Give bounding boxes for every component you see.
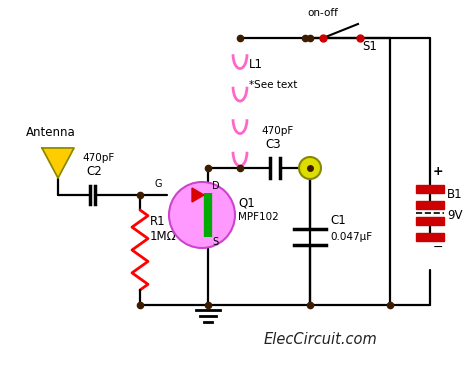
Bar [416,217,444,225]
Text: *See text: *See text [249,80,297,90]
Text: 1MΩ: 1MΩ [150,230,177,243]
Text: S: S [212,237,218,247]
Text: −: − [433,241,444,254]
Text: G: G [155,179,163,189]
Text: MPF102: MPF102 [238,212,279,222]
Text: Antenna: Antenna [26,126,76,139]
Bar [416,233,444,241]
Text: on-off: on-off [307,8,338,18]
Circle shape [169,182,235,248]
Text: C2: C2 [86,165,102,178]
Text: S1: S1 [362,40,377,53]
Text: 470pF: 470pF [82,153,114,163]
Bar [416,201,444,209]
Text: L1: L1 [249,58,263,71]
Text: C3: C3 [265,138,281,151]
Text: D: D [212,181,219,191]
Text: B1: B1 [447,188,463,201]
Text: ElecCircuit.com: ElecCircuit.com [263,333,377,347]
Text: 0.047μF: 0.047μF [330,233,372,242]
Text: 470pF: 470pF [261,126,293,136]
Text: 9V: 9V [447,209,463,222]
Text: +: + [433,165,444,178]
Bar [416,185,444,193]
Polygon shape [192,188,204,202]
Text: C1: C1 [330,215,346,227]
Polygon shape [42,148,74,178]
Text: Q1: Q1 [238,197,255,210]
Circle shape [299,157,321,179]
Text: R1: R1 [150,215,165,228]
